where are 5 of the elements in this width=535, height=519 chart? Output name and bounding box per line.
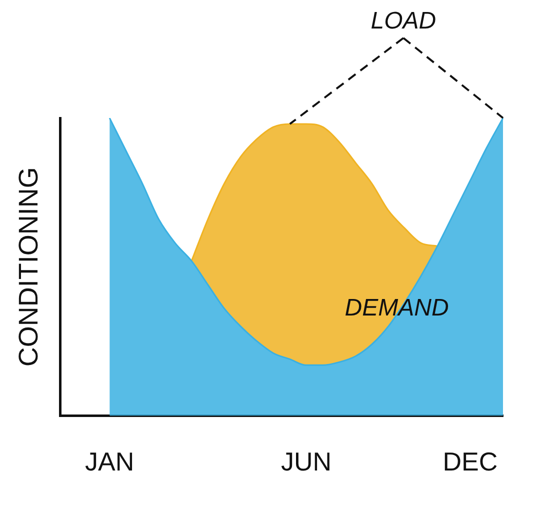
x-tick-label: JUN	[281, 446, 332, 477]
y-axis-title: CONDITIONING	[14, 167, 44, 367]
x-tick-label: JAN	[85, 446, 134, 477]
x-tick-label: DEC	[442, 446, 498, 477]
text: LOAD	[370, 8, 436, 35]
